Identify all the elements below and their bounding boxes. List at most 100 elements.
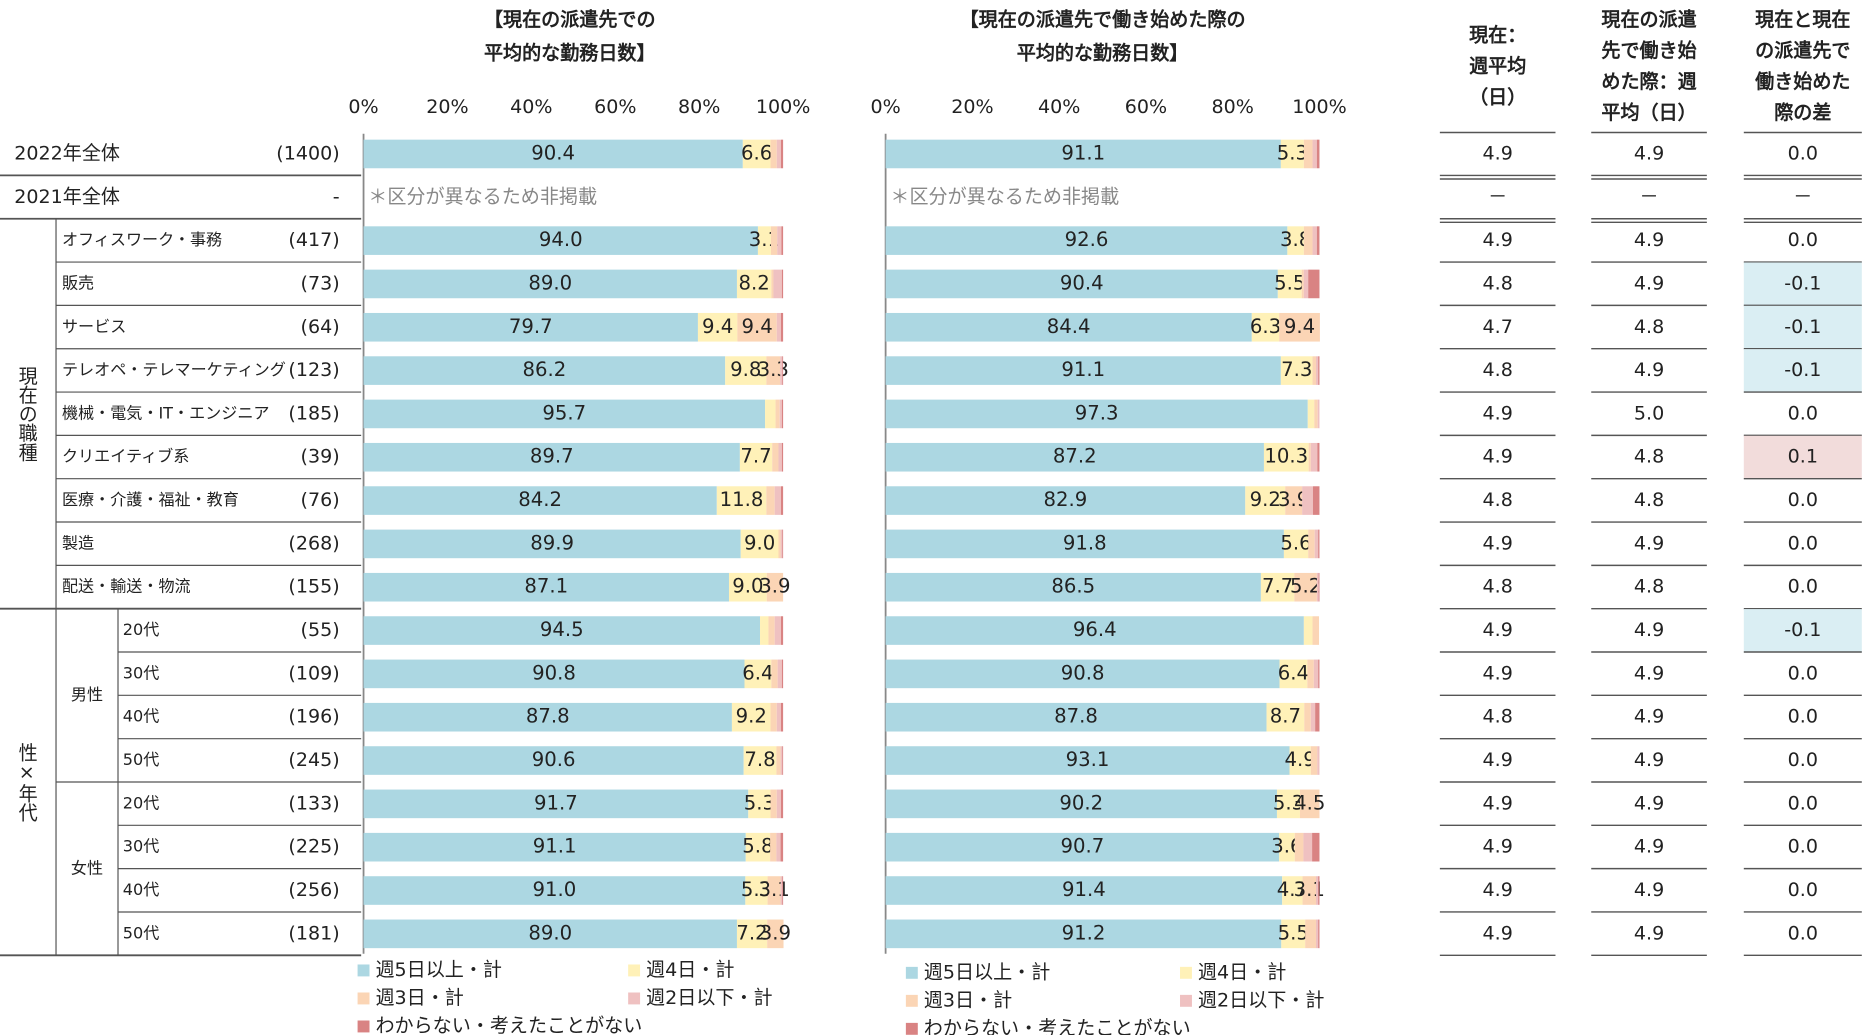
group-label: 現在の職種 [16,366,38,461]
bar-segment [743,746,777,775]
bar-segment [885,486,1246,515]
bar-segment [1316,572,1319,602]
bar-segment [771,659,778,689]
value-label: 5.2 [1290,575,1321,598]
value-label: 90.8 [1061,661,1105,684]
bar-segment [885,356,1281,385]
bar-segment [1318,572,1320,602]
bar-segment [766,356,781,385]
table-cell: 4.8 [1634,489,1664,511]
note: ＊区分が異なるため非掲載 [368,186,597,208]
value-label: 5.3 [1277,141,1308,164]
bar-segment [363,139,743,169]
bar-segment [885,529,1284,559]
bar-segment [1317,746,1320,775]
row-n: (196) [288,706,339,728]
value-label: 94.5 [540,618,584,641]
bar-segment [1312,139,1317,169]
value-label: 5.3 [744,791,775,814]
bar-segment [731,702,771,732]
table-header: 先で働き始 [1601,39,1696,62]
value-label: 90.6 [532,748,576,771]
bar-segment [363,356,726,385]
bar-segment [1316,919,1319,949]
bar-segment [363,702,732,732]
value-label: 92.6 [1065,228,1109,251]
cell-bg [1743,305,1862,350]
value-label: 9.2 [1250,488,1281,511]
value-label: 4.9 [1285,748,1316,771]
bar-segment [885,789,1277,819]
bar-segment [770,789,777,819]
bar-segment [781,659,784,689]
value-label: 7.3 [1281,358,1312,381]
bar-segment [760,616,769,645]
bar-segment [776,832,781,862]
table-cell: 0.0 [1788,879,1818,901]
bar-segment [728,572,767,602]
bar-segment [363,616,761,645]
value-label: 3.1 [758,878,789,901]
value-label: 91.4 [1062,878,1106,901]
bar-segment [885,616,1304,645]
bar-segment [1301,269,1304,299]
value-label: 79.7 [509,315,553,338]
value-label: 5.8 [742,835,773,858]
bar-segment [1318,356,1320,385]
row-label: 30代 [123,663,160,682]
value-label: 89.7 [530,445,574,468]
x-tick-label: 80% [1212,96,1254,118]
value-label: 7.8 [744,748,775,771]
bar-segment [1304,702,1311,732]
bar-segment [781,399,784,429]
legend-label: 週3日・計 [375,987,463,1009]
bar-segment [776,789,782,819]
bar-segment [781,789,784,819]
bar-segment [1263,442,1309,472]
bar-segment [1279,312,1320,342]
table-cell: 4.9 [1634,706,1664,728]
legend-swatch [628,964,641,977]
group-label: 性×年代 [16,742,38,821]
table-cell: 4.9 [1634,879,1664,901]
value-label: 97.3 [1075,401,1119,424]
bar-segment [885,659,1280,689]
bar-segment [1251,312,1280,342]
bar-segment [363,919,737,949]
row-n: (185) [288,402,339,424]
row-n: (123) [288,359,339,381]
bar-segment [1303,226,1313,255]
bar-segment [736,269,772,299]
bar-segment [1316,876,1319,905]
cell-bg [1743,435,1862,480]
bar-segment [766,486,775,515]
table-cell: － [1488,186,1507,208]
table-cell: 0.0 [1788,749,1818,771]
value-label: 93.1 [1066,748,1110,771]
table-cell: 4.9 [1634,532,1664,554]
value-label: 87.2 [1053,445,1097,468]
bar-segment [780,832,784,862]
row-label: 2022年全体 [14,142,120,164]
bar-segment [363,746,744,775]
note: ＊区分が異なるため非掲載 [890,186,1119,208]
row-n: - [333,186,340,208]
bar-segment [1318,529,1320,559]
table-cell: 0.0 [1788,576,1818,598]
value-label: 6.4 [1278,661,1309,684]
table-cell: 4.8 [1483,489,1513,511]
value-label: 5.3 [1273,791,1304,814]
bar-segment [1279,659,1308,689]
bar-segment [885,226,1288,255]
value-label: 9.2 [736,705,767,728]
bar-segment [1303,269,1309,299]
bar-segment [885,572,1261,602]
table-cell: 4.8 [1634,576,1664,598]
cell-bg [1743,262,1862,306]
bar-segment [1312,226,1317,255]
value-label: 4.5 [1294,791,1325,814]
bar-segment [768,616,775,645]
value-label: 5.5 [1274,271,1305,294]
legend-label: 週3日・計 [924,989,1012,1011]
row-n: (39) [301,446,340,468]
